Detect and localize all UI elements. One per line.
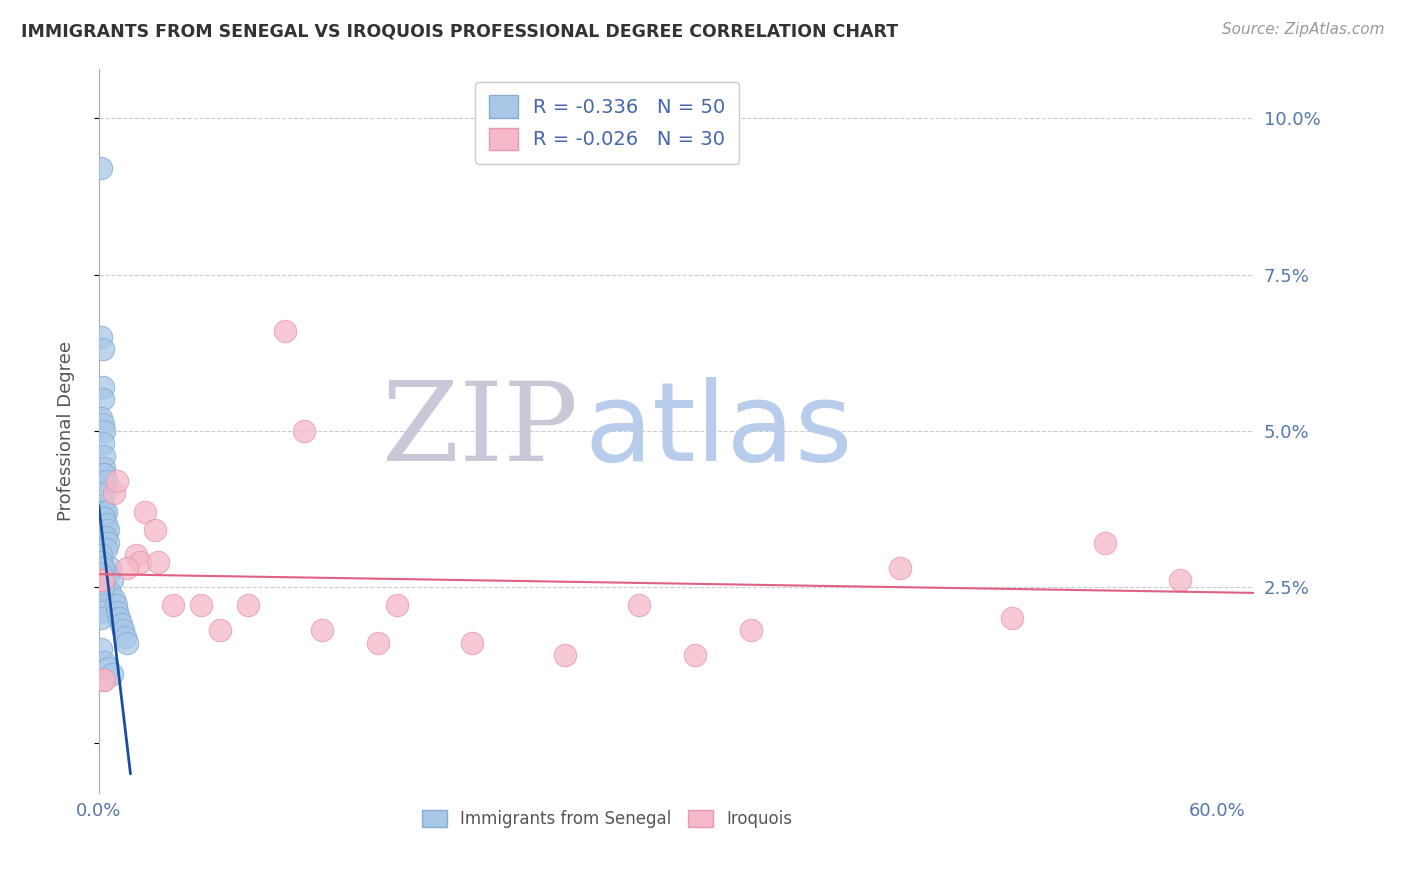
Point: [1094, 536, 1116, 550]
Point: [91, 580, 114, 594]
Point: [90, 555, 112, 569]
Point: [110, 617, 132, 632]
Point: [96, 542, 118, 557]
Text: atlas: atlas: [583, 377, 852, 484]
Point: [125, 549, 148, 563]
Point: [208, 624, 231, 638]
Point: [91, 673, 114, 688]
Point: [90, 642, 112, 657]
Point: [108, 611, 131, 625]
Point: [98, 561, 121, 575]
Point: [91, 343, 114, 357]
Point: [93, 486, 115, 500]
Point: [93, 461, 115, 475]
Point: [114, 630, 136, 644]
Point: [101, 574, 124, 588]
Point: [93, 424, 115, 438]
Point: [90, 567, 112, 582]
Point: [91, 436, 114, 450]
Point: [683, 648, 706, 663]
Point: [90, 330, 112, 344]
Point: [292, 424, 315, 438]
Point: [311, 624, 333, 638]
Point: [1001, 611, 1024, 625]
Point: [93, 511, 115, 525]
Point: [367, 636, 389, 650]
Text: Source: ZipAtlas.com: Source: ZipAtlas.com: [1222, 22, 1385, 37]
Point: [134, 505, 156, 519]
Point: [91, 561, 114, 575]
Point: [554, 648, 576, 663]
Point: [104, 599, 127, 613]
Point: [115, 561, 138, 575]
Point: [93, 505, 115, 519]
Point: [91, 392, 114, 407]
Point: [90, 161, 112, 176]
Point: [460, 636, 482, 650]
Legend: Immigrants from Senegal, Iroquois: Immigrants from Senegal, Iroquois: [415, 804, 799, 835]
Point: [90, 605, 112, 619]
Text: IMMIGRANTS FROM SENEGAL VS IROQUOIS PROFESSIONAL DEGREE CORRELATION CHART: IMMIGRANTS FROM SENEGAL VS IROQUOIS PROF…: [21, 22, 898, 40]
Point: [111, 624, 134, 638]
Point: [96, 505, 118, 519]
Point: [115, 636, 138, 650]
Point: [107, 474, 129, 488]
Point: [190, 599, 212, 613]
Point: [385, 599, 408, 613]
Point: [97, 524, 120, 538]
Point: [90, 549, 112, 563]
Point: [103, 592, 125, 607]
Point: [97, 661, 120, 675]
Point: [93, 530, 115, 544]
Point: [107, 605, 129, 619]
Point: [93, 449, 115, 463]
Text: ZIP: ZIP: [382, 377, 578, 484]
Point: [1168, 574, 1191, 588]
Point: [91, 574, 114, 588]
Point: [103, 486, 125, 500]
Point: [97, 536, 120, 550]
Point: [101, 667, 124, 681]
Point: [93, 673, 115, 688]
Point: [740, 624, 762, 638]
Point: [162, 599, 184, 613]
Point: [90, 611, 112, 625]
Point: [93, 655, 115, 669]
Y-axis label: Professional Degree: Professional Degree: [58, 341, 75, 521]
Point: [96, 530, 118, 544]
Point: [143, 524, 166, 538]
Point: [274, 324, 297, 338]
Point: [96, 517, 118, 532]
Point: [90, 574, 112, 588]
Point: [889, 561, 911, 575]
Point: [91, 467, 114, 482]
Point: [91, 417, 114, 432]
Point: [148, 555, 170, 569]
Point: [97, 567, 120, 582]
Point: [90, 574, 112, 588]
Point: [128, 555, 150, 569]
Point: [91, 599, 114, 613]
Point: [236, 599, 259, 613]
Point: [628, 599, 651, 613]
Point: [98, 586, 121, 600]
Point: [91, 499, 114, 513]
Point: [90, 411, 112, 425]
Point: [91, 380, 114, 394]
Point: [93, 467, 115, 482]
Point: [96, 474, 118, 488]
